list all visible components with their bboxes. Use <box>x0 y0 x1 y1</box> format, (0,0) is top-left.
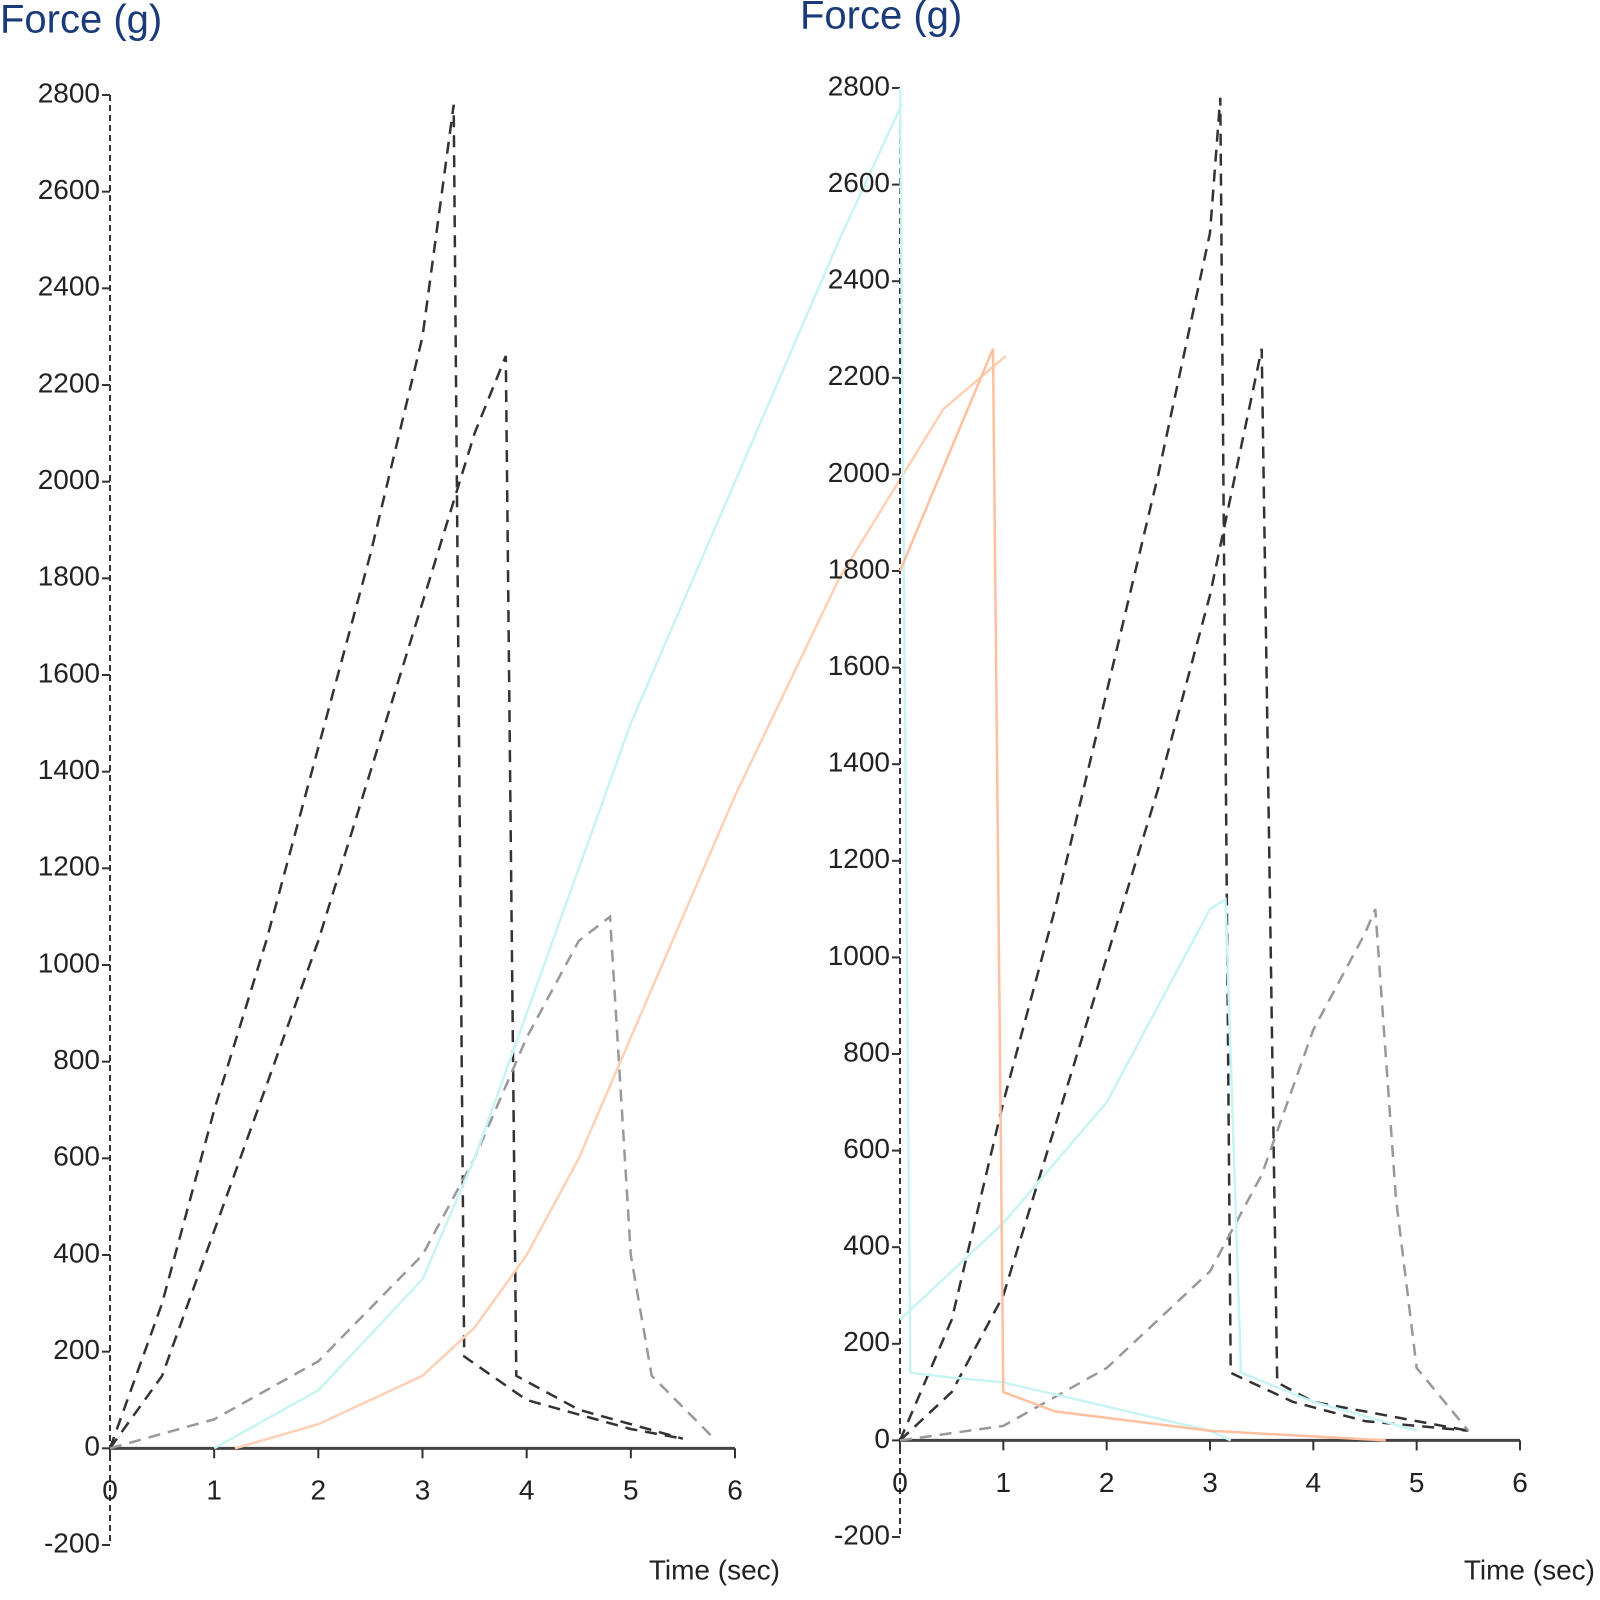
x-tick-label: 1 <box>996 1467 1012 1498</box>
y-tick-label: 2800 <box>38 77 100 108</box>
y-tick-label: 2400 <box>38 271 100 302</box>
series-line <box>108 104 684 1449</box>
x-tick-label: 2 <box>311 1475 327 1506</box>
y-tick-label: 0 <box>84 1431 100 1462</box>
x-tick-label: 5 <box>623 1475 639 1506</box>
series-line <box>898 87 1232 1442</box>
series-line <box>899 908 1470 1442</box>
series-line <box>234 355 1007 1450</box>
y-tick-label: 200 <box>53 1334 100 1365</box>
chart-title: Force (g) <box>0 0 162 42</box>
series-line <box>899 348 1469 1442</box>
y-tick-label: 600 <box>843 1133 890 1164</box>
y-tick-label: 1000 <box>828 940 890 971</box>
x-tick-label: 4 <box>1306 1467 1322 1498</box>
series-line <box>898 348 1386 1442</box>
y-tick-label: 1800 <box>828 553 890 584</box>
x-tick-label: 3 <box>415 1475 431 1506</box>
y-tick-label: 1600 <box>828 650 890 681</box>
x-axis-label: Time (sec) <box>1464 1554 1595 1585</box>
y-tick-label: 1800 <box>38 561 100 592</box>
series-line <box>108 355 684 1450</box>
x-tick-label: 2 <box>1099 1467 1115 1498</box>
y-tick-label: 1000 <box>38 947 100 978</box>
series-line <box>899 897 1418 1432</box>
x-tick-label: 5 <box>1409 1467 1425 1498</box>
x-tick-label: 1 <box>206 1475 222 1506</box>
y-tick-label: 600 <box>53 1141 100 1172</box>
y-tick-label: 1200 <box>38 851 100 882</box>
y-tick-label: 2800 <box>828 70 890 101</box>
y-tick-label: 1600 <box>38 657 100 688</box>
series-line <box>898 97 1469 1441</box>
y-tick-label: 2000 <box>828 457 890 488</box>
y-tick-label: 400 <box>53 1237 100 1268</box>
x-tick-label: 0 <box>102 1475 118 1506</box>
chart-title: Force (g) <box>800 0 962 38</box>
y-tick-label: 2600 <box>828 167 890 198</box>
x-tick-label: 4 <box>519 1475 535 1506</box>
y-tick-label: -200 <box>834 1519 890 1550</box>
x-tick-label: 6 <box>727 1475 743 1506</box>
y-tick-label: 2600 <box>38 174 100 205</box>
y-tick-label: -200 <box>44 1527 100 1558</box>
y-tick-label: 2200 <box>38 367 100 398</box>
y-tick-label: 2000 <box>38 464 100 495</box>
y-tick-label: 2200 <box>828 360 890 391</box>
series-line <box>109 914 716 1450</box>
y-tick-label: 1400 <box>828 747 890 778</box>
x-axis-label: Time (sec) <box>649 1554 780 1585</box>
y-tick-label: 400 <box>843 1230 890 1261</box>
x-tick-label: 6 <box>1512 1467 1528 1498</box>
y-tick-label: 2400 <box>828 264 890 295</box>
y-tick-label: 1200 <box>828 843 890 874</box>
y-tick-label: 200 <box>843 1326 890 1357</box>
y-tick-label: 800 <box>843 1036 890 1067</box>
y-tick-label: 0 <box>874 1423 890 1454</box>
x-tick-label: 3 <box>1202 1467 1218 1498</box>
x-tick-label: 0 <box>892 1467 908 1498</box>
series-line <box>213 104 903 1450</box>
y-tick-label: 1400 <box>38 754 100 785</box>
y-tick-label: 800 <box>53 1044 100 1075</box>
